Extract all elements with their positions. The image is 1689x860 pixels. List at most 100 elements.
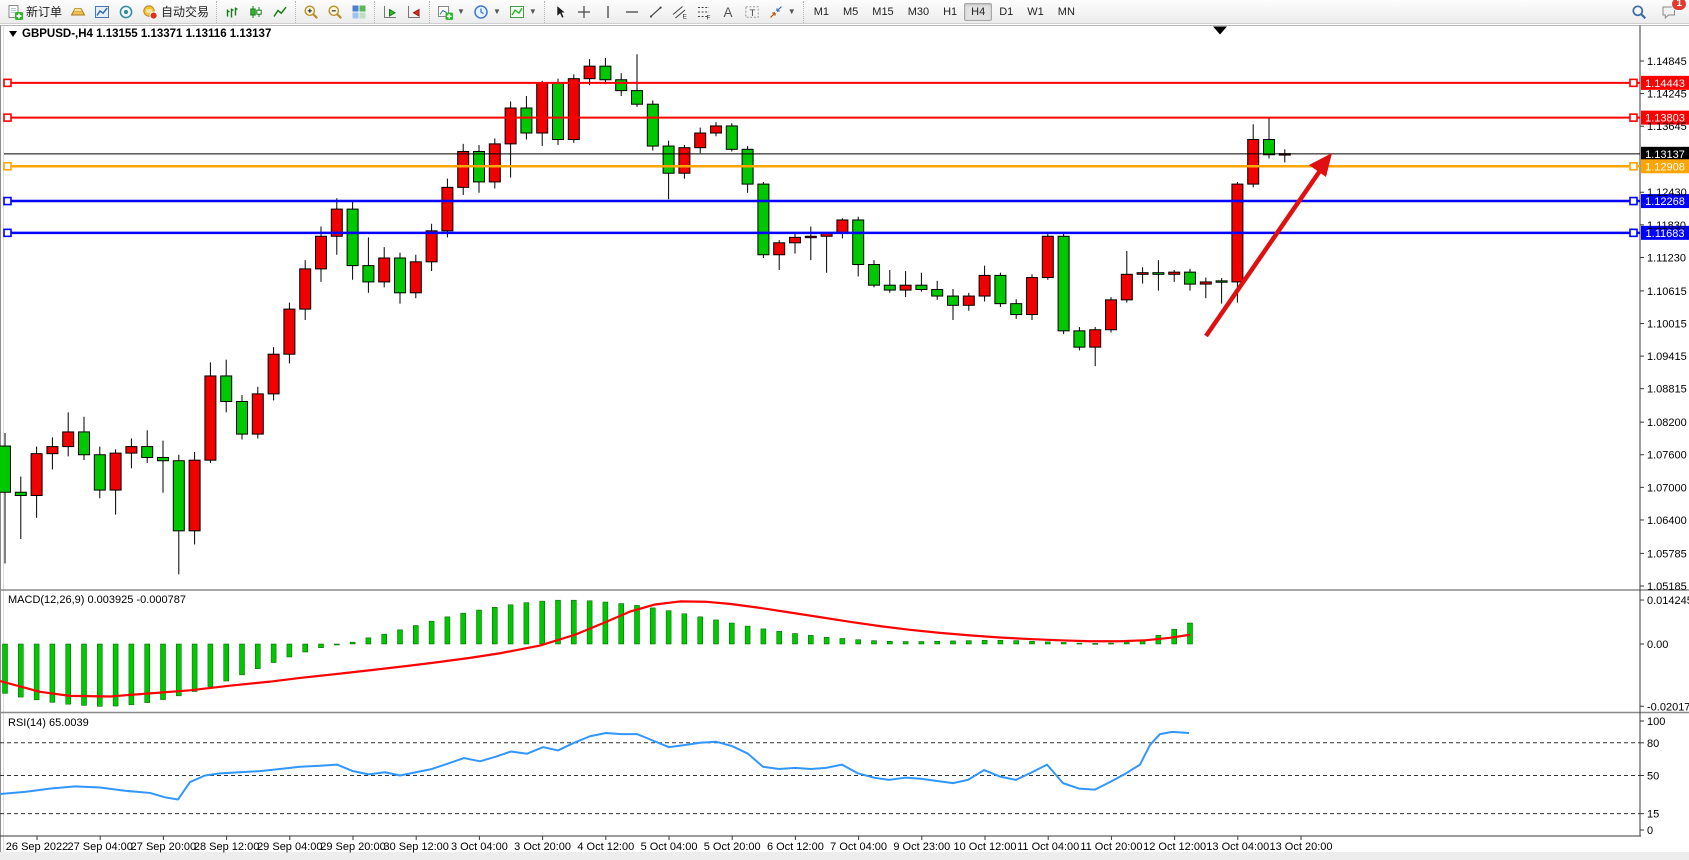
macd-histogram-bar	[792, 633, 798, 645]
macd-histogram-bar	[902, 641, 909, 645]
macd-histogram-bar	[270, 643, 277, 663]
price-axis-label: 1.07000	[1647, 482, 1687, 494]
macd-histogram-bar	[523, 602, 530, 645]
trend-arrow[interactable]	[1204, 163, 1326, 338]
chart-window-icon	[95, 5, 110, 18]
trendline-icon	[649, 6, 662, 18]
label-button[interactable]: T	[740, 1, 764, 23]
macd-histogram-bar	[808, 635, 814, 645]
macd-histogram-bar	[950, 640, 956, 645]
price-badge	[1641, 225, 1689, 240]
macd-histogram-bar	[839, 638, 846, 645]
candle	[188, 459, 201, 532]
text-button[interactable]: A	[716, 1, 740, 23]
timeframe-h1-button[interactable]: H1	[943, 5, 958, 18]
chat-button[interactable]: 1	[1657, 0, 1687, 23]
chevron-down-icon[interactable]: ▼	[457, 7, 465, 16]
candle	[599, 65, 612, 81]
candle	[978, 274, 991, 297]
line-handle-right[interactable]	[1629, 113, 1638, 122]
timeframe-mn-button[interactable]: MN	[1057, 5, 1075, 18]
zoom-out-icon	[328, 5, 343, 19]
period-button[interactable]: ▼	[469, 1, 505, 23]
line-handle-right[interactable]	[1629, 196, 1638, 206]
toolbar-group	[295, 0, 374, 23]
chevron-down-icon[interactable]: ▼	[787, 7, 796, 16]
bar-chart-button[interactable]	[220, 1, 244, 23]
candle	[615, 79, 628, 92]
chart-collapse-icon[interactable]	[9, 31, 17, 37]
signals-button[interactable]	[114, 1, 138, 23]
macd-histogram-bar	[1045, 641, 1051, 645]
candle	[994, 274, 1007, 305]
arrows-button[interactable]: ▼	[764, 1, 800, 23]
candle	[425, 230, 438, 263]
line-handle-right[interactable]	[1629, 78, 1638, 88]
cursor-icon	[556, 4, 567, 19]
channel-button[interactable]: E	[668, 1, 692, 23]
candle	[1215, 280, 1228, 283]
chevron-down-icon[interactable]: ▼	[528, 7, 537, 16]
price-badge	[1641, 75, 1689, 90]
line-handle-right[interactable]	[1629, 161, 1638, 171]
candle	[78, 431, 90, 456]
candle	[251, 393, 264, 435]
autotrading-button[interactable]: 自动交易	[138, 1, 213, 23]
macd-histogram-bar	[713, 619, 719, 645]
candle	[299, 268, 312, 310]
time-axis-label: 11 Oct 04:00	[1017, 841, 1079, 853]
candle	[536, 82, 549, 134]
line-handle-left[interactable]	[3, 196, 12, 206]
candle	[204, 375, 217, 461]
price-axis-label: 1.10615	[1647, 286, 1687, 298]
candle	[567, 78, 580, 141]
timeframe-w1-button[interactable]: W1	[1027, 5, 1044, 18]
auto-scroll-icon	[384, 5, 397, 18]
new-order-button[interactable]: 新订单	[3, 1, 66, 23]
candle	[346, 208, 359, 267]
line-handle-left[interactable]	[3, 228, 12, 238]
timeframe-h4-button[interactable]: H4	[964, 2, 993, 21]
horizontal-line-button[interactable]	[620, 1, 644, 23]
timeframe-m30-button[interactable]: M30	[907, 5, 930, 18]
macd-histogram-bar	[460, 612, 466, 645]
cursor-button[interactable]	[548, 1, 572, 23]
trend-arrow-head[interactable]	[1309, 153, 1332, 177]
timeframe-m1-button[interactable]: M1	[813, 5, 829, 18]
zoom-in-button[interactable]	[299, 1, 323, 23]
fibonacci-button[interactable]: F	[692, 1, 716, 23]
macd-histogram-bar	[1108, 642, 1114, 645]
chevron-down-icon[interactable]: ▼	[492, 7, 501, 16]
search-button[interactable]	[1627, 1, 1651, 23]
market-watch-button[interactable]	[66, 1, 90, 23]
candlestick-button[interactable]	[244, 1, 268, 23]
line-handle-right[interactable]	[1629, 228, 1638, 238]
macd-histogram-bar	[176, 643, 182, 697]
zoom-out-button[interactable]	[323, 1, 347, 23]
crosshair-button[interactable]	[572, 1, 596, 23]
charts-button[interactable]	[90, 1, 114, 23]
macd-histogram-bar	[634, 605, 640, 645]
timeframe-m15-button[interactable]: M15	[872, 5, 894, 18]
tile-windows-button[interactable]	[347, 1, 371, 23]
rsi-axis-label: 80	[1647, 738, 1659, 750]
timeframe-m5-button[interactable]: M5	[843, 5, 859, 18]
chart-shift-marker[interactable]	[1213, 26, 1227, 35]
line-handle-left[interactable]	[3, 113, 12, 122]
template-button[interactable]: ▼	[505, 1, 541, 23]
arrows-icon	[769, 5, 782, 18]
auto-scroll-button[interactable]	[378, 1, 402, 23]
line-chart-button[interactable]	[268, 1, 292, 23]
timeframe-d1-button[interactable]: D1	[999, 5, 1014, 18]
new-chart-button[interactable]: ▼	[433, 1, 469, 23]
line-handle-left[interactable]	[3, 161, 12, 171]
vertical-line-button[interactable]	[596, 1, 620, 23]
macd-histogram-bar	[571, 599, 577, 645]
macd-axis-label: 0.014245	[1647, 595, 1689, 607]
signal-icon	[119, 5, 133, 18]
chart-shift-button[interactable]	[402, 1, 426, 23]
trendline-button[interactable]	[644, 1, 668, 23]
macd-axis-label: 0.00	[1647, 639, 1668, 651]
price-badge	[1641, 110, 1689, 125]
line-handle-left[interactable]	[3, 78, 12, 88]
